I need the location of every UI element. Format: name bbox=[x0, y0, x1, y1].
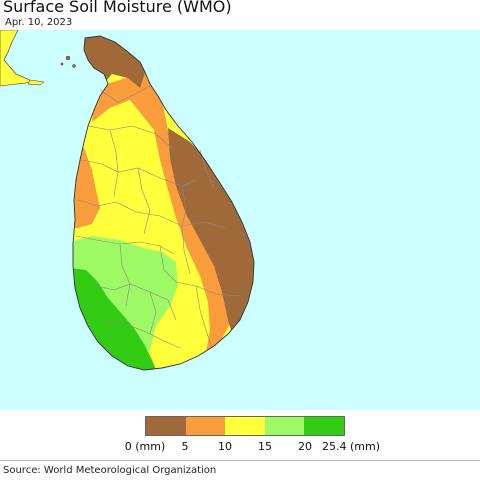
legend-colorbar bbox=[145, 416, 345, 436]
legend-swatch-10-15 bbox=[225, 417, 265, 435]
legend-label-0: 0 (mm) bbox=[124, 440, 166, 453]
legend-swatch-15-20 bbox=[264, 417, 305, 435]
legend-label-25-4: 25.4 (mm) bbox=[321, 440, 381, 453]
sri-lanka-soil-moisture-map bbox=[0, 30, 255, 371]
map-date: Apr. 10, 2023 bbox=[5, 17, 73, 28]
india-coast-fragment bbox=[0, 30, 36, 87]
legend-label-15: 15 bbox=[258, 440, 272, 453]
district-boundaries bbox=[75, 85, 241, 349]
legend-label-10: 10 bbox=[218, 440, 232, 453]
source-credit: Source: World Meteorological Organizatio… bbox=[3, 465, 217, 476]
legend-swatch-20-25 bbox=[304, 417, 344, 435]
footer: Source: World Meteorological Organizatio… bbox=[0, 460, 480, 480]
sri-lanka-outline bbox=[72, 35, 255, 371]
moisture-zones bbox=[73, 36, 254, 370]
legend-label-5: 5 bbox=[181, 440, 189, 453]
legend-swatch-5-10 bbox=[185, 417, 226, 435]
map-title: Surface Soil Moisture (WMO) bbox=[3, 0, 232, 16]
legend-swatch-0-5 bbox=[146, 417, 186, 435]
legend-label-20: 20 bbox=[298, 440, 312, 453]
map-area bbox=[0, 30, 480, 410]
